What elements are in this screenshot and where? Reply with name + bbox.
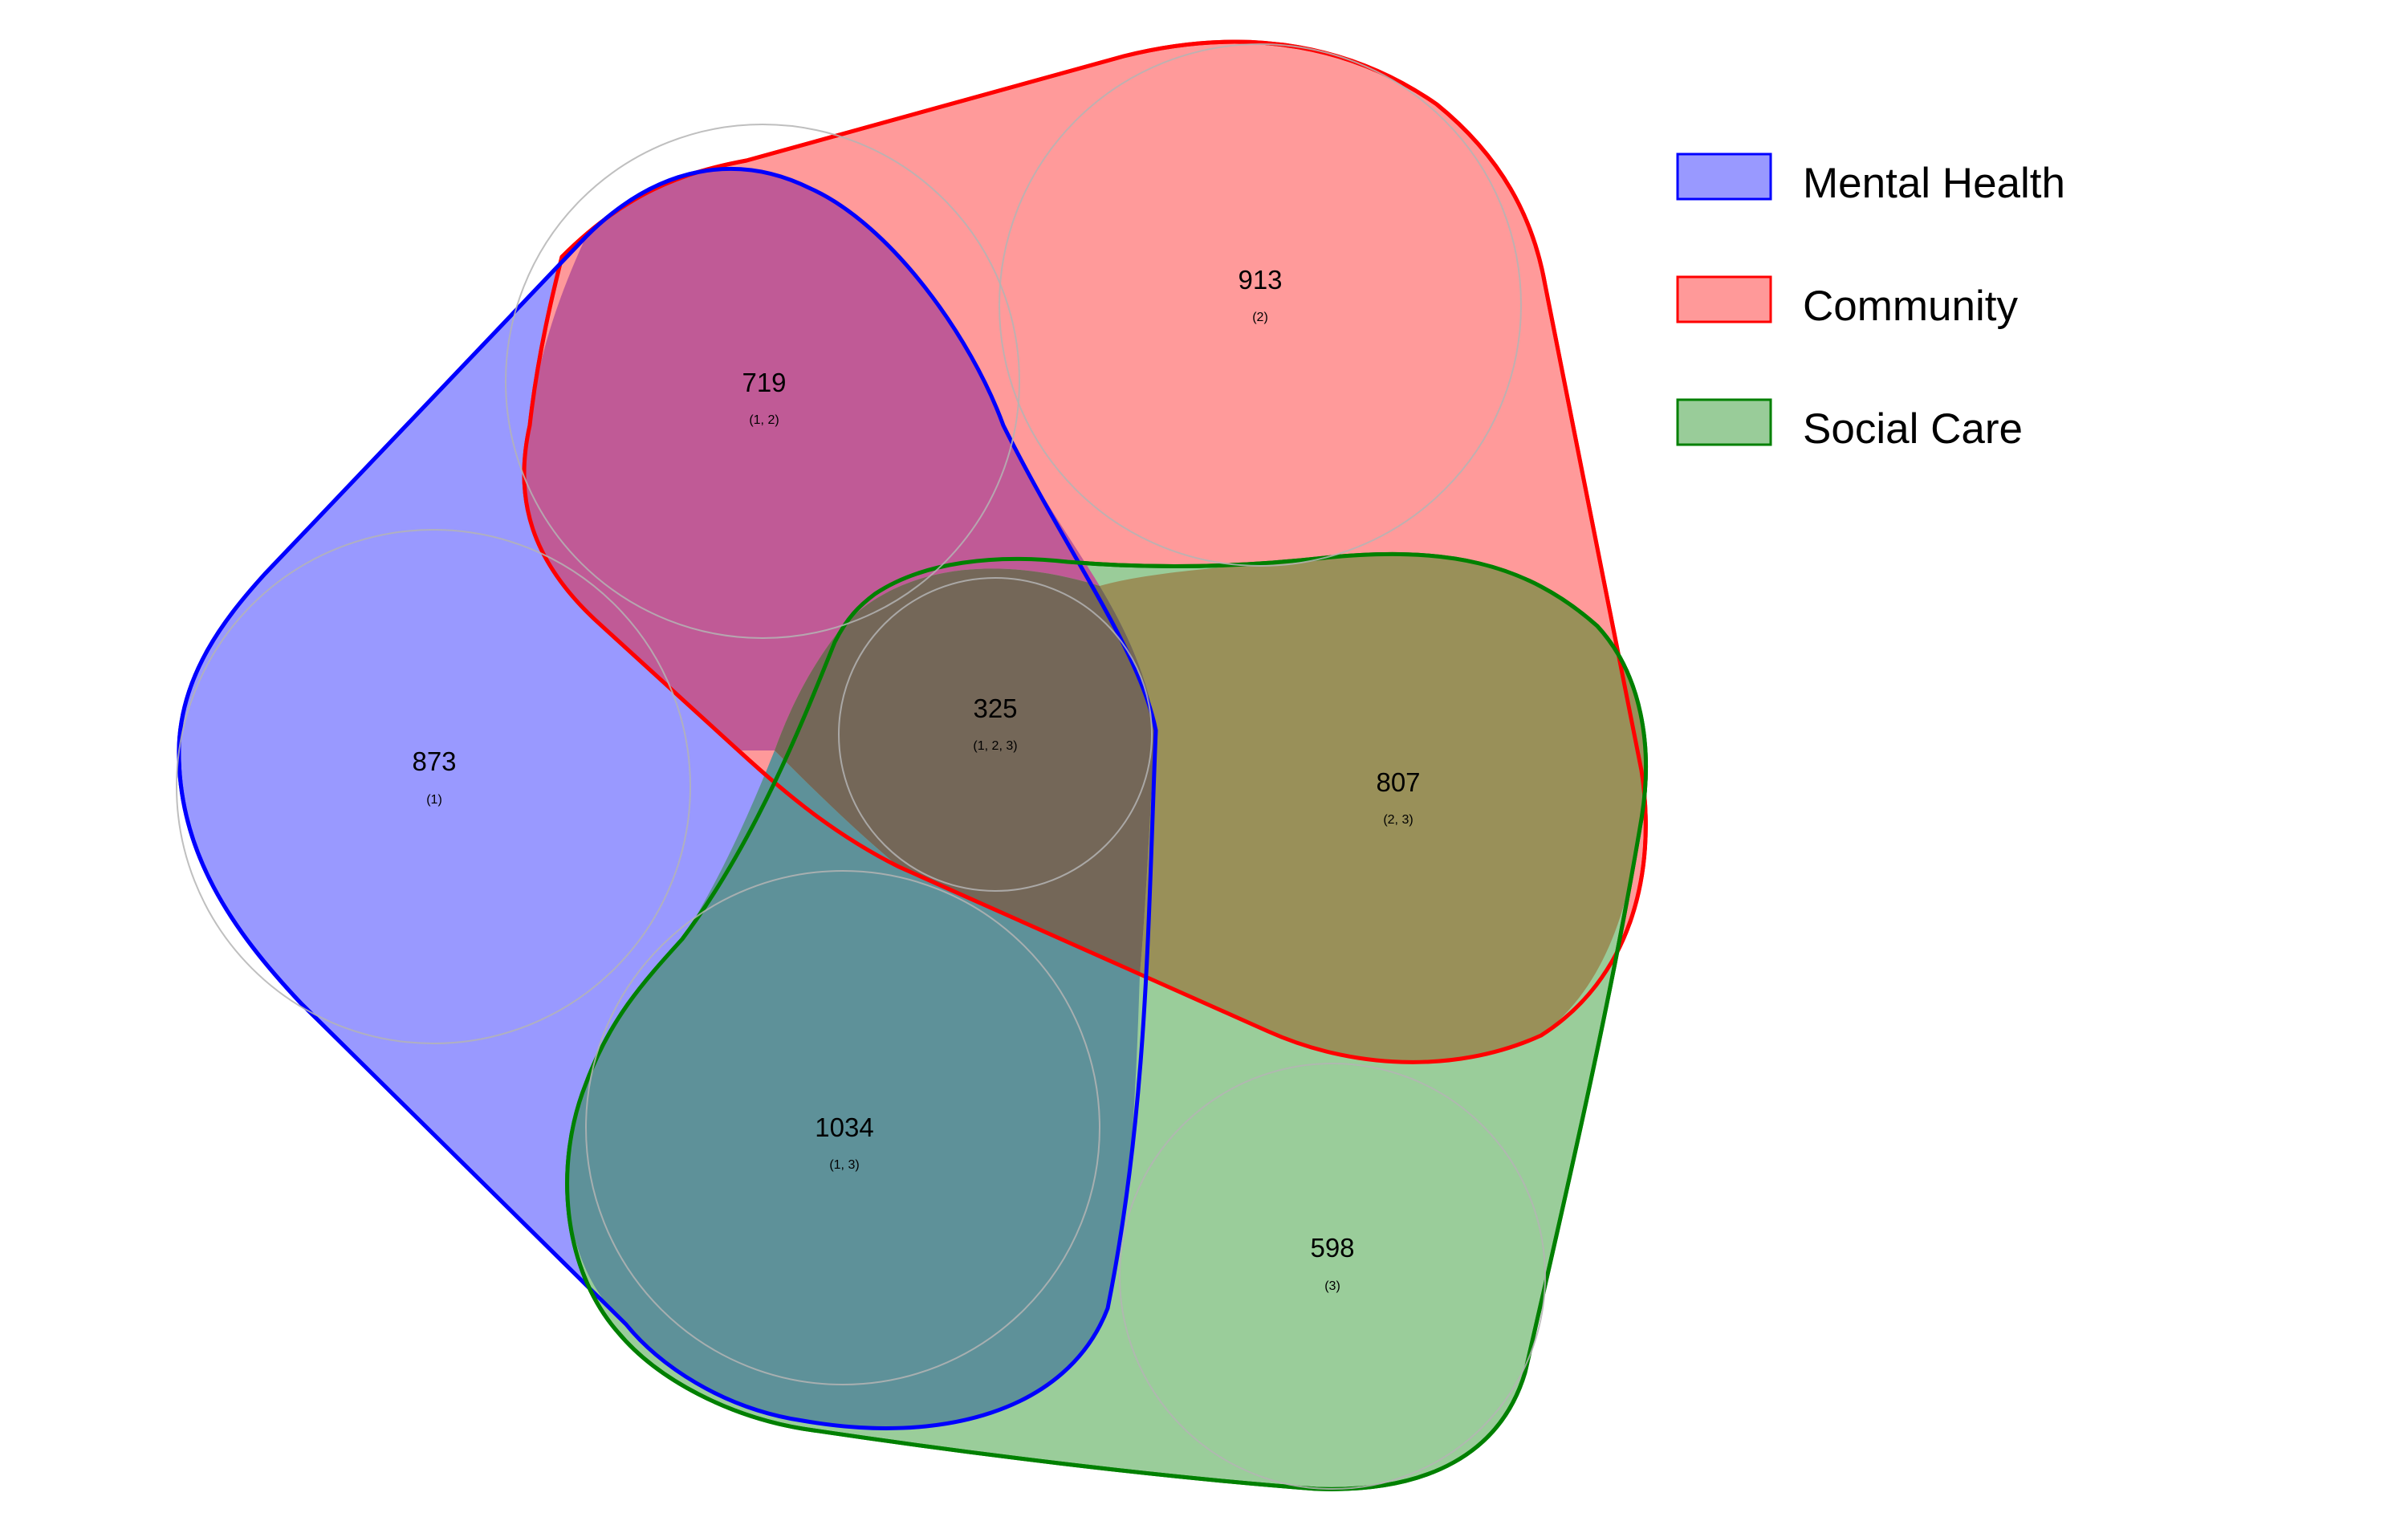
- region-1-sets: (1): [426, 793, 442, 807]
- legend-label-community: Community: [1803, 283, 2019, 330]
- legend-swatch-mental-health: [1676, 153, 1772, 201]
- region-23-count: 807: [1376, 767, 1420, 797]
- region-13-count: 1034: [815, 1112, 873, 1142]
- overlap-mental-health-social-care: [567, 750, 1140, 1429]
- region-123-count: 325: [973, 693, 1017, 723]
- legend-item-community: Community: [1676, 275, 2019, 330]
- legend-swatch-community: [1676, 275, 1772, 323]
- region-23-sets: (2, 3): [1383, 813, 1413, 827]
- region-13-sets: (1, 3): [829, 1158, 859, 1172]
- legend-item-mental-health: Mental Health: [1676, 153, 2065, 207]
- guide-circle: [505, 124, 1020, 639]
- guide-circle: [585, 870, 1100, 1385]
- outline-mental-health: [177, 166, 1158, 1430]
- region-123-sets: (1, 2, 3): [973, 739, 1017, 753]
- legend: Mental Health Community Social Care: [1676, 153, 2065, 453]
- region-23-label: 807 (2, 3): [1376, 767, 1420, 827]
- overlap-mental-health-community: [523, 169, 1100, 750]
- region-3-label: 598 (3): [1310, 1233, 1354, 1293]
- guide-circles: [176, 43, 1546, 1490]
- region-2-label: 913 (2): [1238, 265, 1282, 324]
- guide-circle: [1119, 1063, 1546, 1490]
- guide-circle: [838, 577, 1153, 892]
- region-labels: 873 (1) 913 (2) 598 (3) 719 (1, 2) 1034 …: [412, 265, 1420, 1293]
- guide-circle: [176, 529, 691, 1044]
- region-1-label: 873 (1): [412, 746, 456, 807]
- overlap-all-three: [775, 568, 1156, 975]
- region-13-label: 1034 (1, 3): [815, 1112, 873, 1172]
- outline-community: [522, 39, 1648, 1064]
- region-1-count: 873: [412, 746, 456, 776]
- region-3-count: 598: [1310, 1233, 1354, 1263]
- region-3-sets: (3): [1324, 1279, 1340, 1293]
- outline-social-care: [565, 551, 1648, 1491]
- region-2-count: 913: [1238, 265, 1282, 295]
- guide-circle: [999, 43, 1522, 567]
- region-2-sets: (2): [1252, 311, 1268, 324]
- region-123-label: 325 (1, 2, 3): [973, 693, 1017, 753]
- legend-swatch-social-care: [1676, 398, 1772, 446]
- region-12-label: 719 (1, 2): [742, 368, 786, 427]
- overlap-regions: [523, 169, 1646, 1429]
- legend-label-social-care: Social Care: [1803, 405, 2023, 453]
- legend-label-mental-health: Mental Health: [1803, 160, 2065, 207]
- legend-item-social-care: Social Care: [1676, 398, 2023, 453]
- overlap-community-social-care: [1100, 554, 1646, 1063]
- region-12-sets: (1, 2): [749, 413, 779, 427]
- region-12-count: 719: [742, 368, 786, 397]
- set-outlines: [177, 39, 1648, 1491]
